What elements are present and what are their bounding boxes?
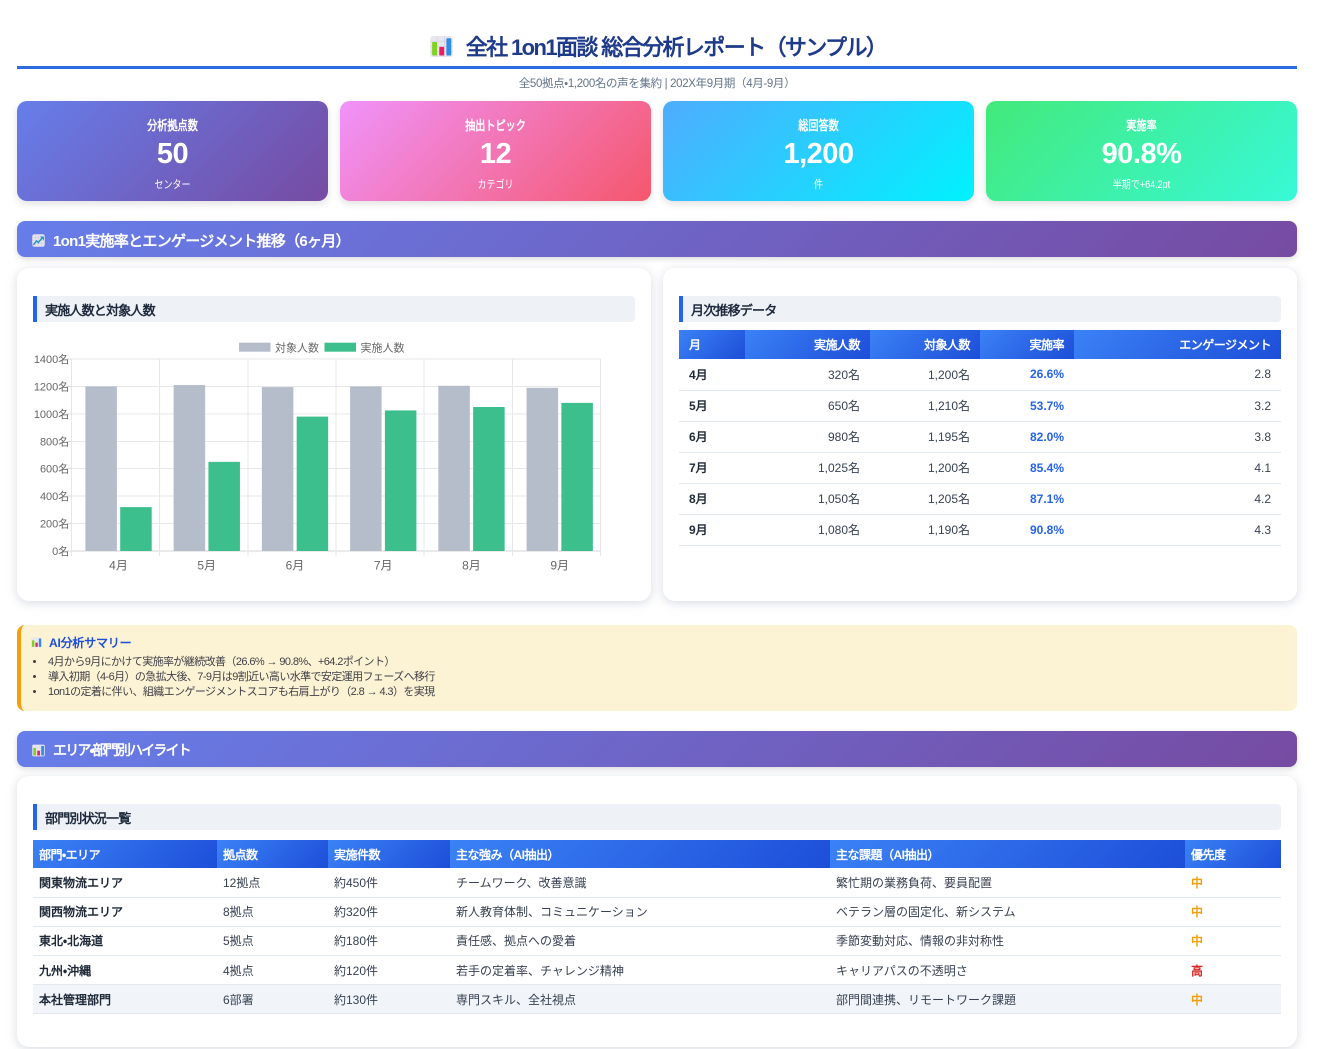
svg-text:800名: 800名 — [40, 434, 69, 448]
svg-text:200名: 200名 — [40, 517, 69, 531]
svg-text:1000名: 1000名 — [34, 407, 69, 421]
svg-text:1400名: 1400名 — [34, 352, 69, 366]
svg-text:400名: 400名 — [40, 489, 69, 503]
svg-text:実施人数: 実施人数 — [361, 342, 405, 355]
svg-text:6月: 6月 — [286, 559, 305, 573]
svg-text:4月: 4月 — [109, 559, 128, 573]
svg-text:600名: 600名 — [40, 462, 69, 476]
svg-text:1200名: 1200名 — [34, 379, 69, 393]
svg-text:対象人数: 対象人数 — [275, 342, 319, 355]
svg-text:8月: 8月 — [462, 559, 481, 573]
svg-text:0名: 0名 — [52, 544, 69, 558]
svg-text:9月: 9月 — [550, 559, 569, 573]
svg-text:7月: 7月 — [374, 559, 393, 573]
svg-text:5月: 5月 — [197, 559, 216, 573]
